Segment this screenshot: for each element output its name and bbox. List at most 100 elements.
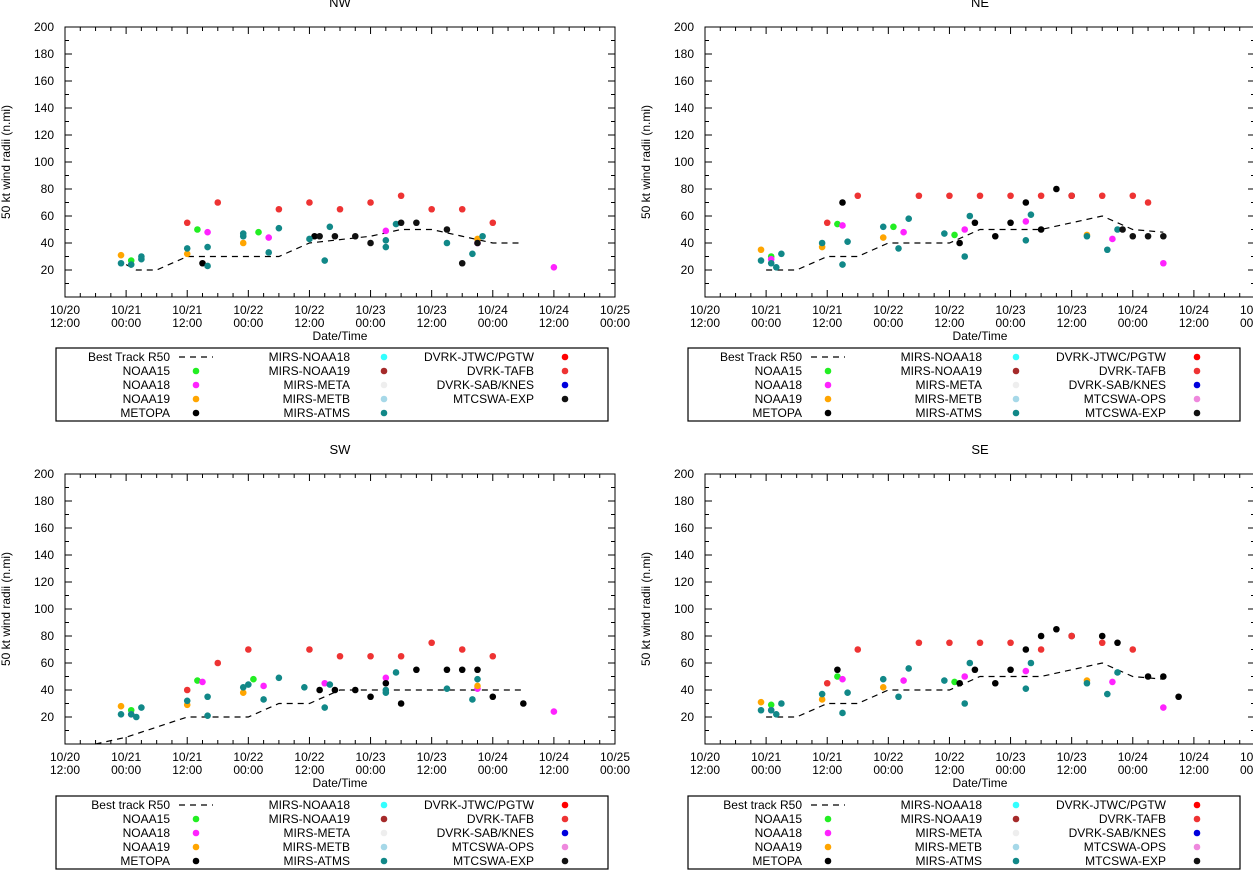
x-tick-date: 10/24 [1118, 750, 1148, 764]
x-tick-date: 10/21 [751, 750, 781, 764]
legend-swatch [1193, 829, 1201, 837]
data-point [204, 228, 211, 236]
y-tick-label: 80 [681, 182, 695, 196]
x-tick-date: 10/24 [478, 750, 508, 764]
data-point [214, 659, 222, 667]
y-axis-label: 50 kt wind radii (n.mi) [0, 105, 13, 219]
x-tick-date: 10/22 [873, 303, 903, 317]
data-point [1022, 685, 1030, 692]
data-point [844, 238, 851, 245]
data-point [818, 239, 826, 247]
legend-label: MIRS-META [284, 826, 350, 840]
x-tick-date: 10/25 [1240, 750, 1253, 764]
legend-swatch [192, 829, 200, 837]
legend-swatch [1193, 367, 1201, 375]
x-tick-time: 00:00 [111, 763, 141, 777]
data-point [1160, 259, 1167, 267]
chart-se: SE2040608010012014016018020010/2012:0010… [639, 442, 1253, 870]
x-tick-time: 12:00 [1057, 316, 1087, 330]
legend-label: MTCSWA-EXP [453, 392, 534, 406]
x-tick-time: 12:00 [934, 763, 964, 777]
legend-swatch [824, 381, 832, 389]
chart-nw: NW2040608010012014016018020010/2012:0010… [0, 0, 630, 422]
data-point [392, 220, 400, 228]
legend-label: Best track R50 [91, 798, 170, 812]
data-point [1104, 246, 1111, 254]
x-tick-date: 10/20 [50, 750, 80, 764]
data-point [823, 219, 831, 227]
legend-swatch [1012, 857, 1020, 865]
legend-swatch [1193, 843, 1201, 851]
data-point [382, 674, 390, 682]
x-tick-time: 00:00 [751, 316, 781, 330]
x-tick-time: 12:00 [1179, 763, 1209, 777]
data-point [199, 678, 206, 686]
legend-label: MIRS-METB [915, 840, 982, 854]
data-point [879, 684, 887, 691]
legend-swatch [824, 395, 832, 403]
x-tick-time: 12:00 [417, 316, 447, 330]
data-point [839, 199, 846, 206]
x-tick-date: 10/23 [996, 303, 1026, 317]
legend-label: DVRK-SAB/KNES [437, 378, 534, 392]
data-point [204, 243, 211, 251]
data-point [1160, 673, 1167, 680]
data-point [183, 250, 191, 258]
data-point [895, 245, 902, 252]
x-tick-date: 10/21 [172, 750, 202, 764]
legend-label: DVRK-SAB/KNES [437, 826, 534, 840]
data-point [1037, 226, 1045, 233]
legend-label: MIRS-META [916, 378, 982, 392]
legend-label: DVRK-TAFB [1099, 364, 1166, 378]
legend-label: NOAA19 [123, 392, 171, 406]
data-point [1083, 232, 1091, 240]
data-point [260, 696, 267, 703]
x-tick-date: 10/20 [690, 750, 720, 764]
legend-swatch [1012, 801, 1020, 809]
data-point [397, 219, 405, 227]
data-point [127, 711, 135, 718]
y-tick-label: 140 [34, 101, 54, 115]
x-tick-date: 10/24 [1118, 303, 1148, 317]
legend-label: MIRS-NOAA18 [269, 350, 351, 364]
y-tick-label: 120 [674, 128, 694, 142]
x-tick-date: 10/22 [233, 750, 263, 764]
data-point [1022, 646, 1030, 653]
x-tick-time: 12:00 [812, 763, 842, 777]
y-tick-label: 180 [674, 494, 694, 508]
y-tick-label: 180 [34, 494, 54, 508]
data-point [1119, 226, 1126, 233]
data-point [941, 230, 948, 237]
legend-label: NOAA19 [123, 840, 171, 854]
data-point [839, 675, 846, 683]
data-point [336, 205, 344, 213]
data-point [961, 673, 969, 680]
data-point [479, 232, 486, 240]
data-point [214, 199, 222, 206]
data-point [1068, 632, 1075, 640]
y-tick-label: 100 [674, 602, 694, 616]
legend-swatch [192, 367, 200, 375]
data-point [321, 679, 329, 687]
legend-swatch [561, 367, 569, 375]
x-tick-date: 10/22 [294, 303, 324, 317]
data-point [951, 678, 958, 686]
data-point [351, 232, 359, 240]
best-track-line [766, 215, 1164, 271]
data-point [132, 713, 140, 721]
legend-label: MTCSWA-EXP [453, 854, 534, 868]
data-point [117, 259, 125, 267]
data-point [946, 192, 953, 200]
data-point [204, 693, 211, 701]
data-point [428, 639, 435, 647]
data-point [834, 673, 841, 680]
legend-label: METOPA [752, 854, 802, 868]
x-tick-date: 10/21 [812, 750, 842, 764]
data-point [194, 677, 201, 684]
x-tick-time: 12:00 [539, 763, 569, 777]
x-tick-date: 10/22 [934, 303, 964, 317]
x-tick-date: 10/22 [934, 750, 964, 764]
legend-label: MIRS-ATMS [916, 406, 982, 420]
x-tick-date: 10/23 [417, 750, 447, 764]
